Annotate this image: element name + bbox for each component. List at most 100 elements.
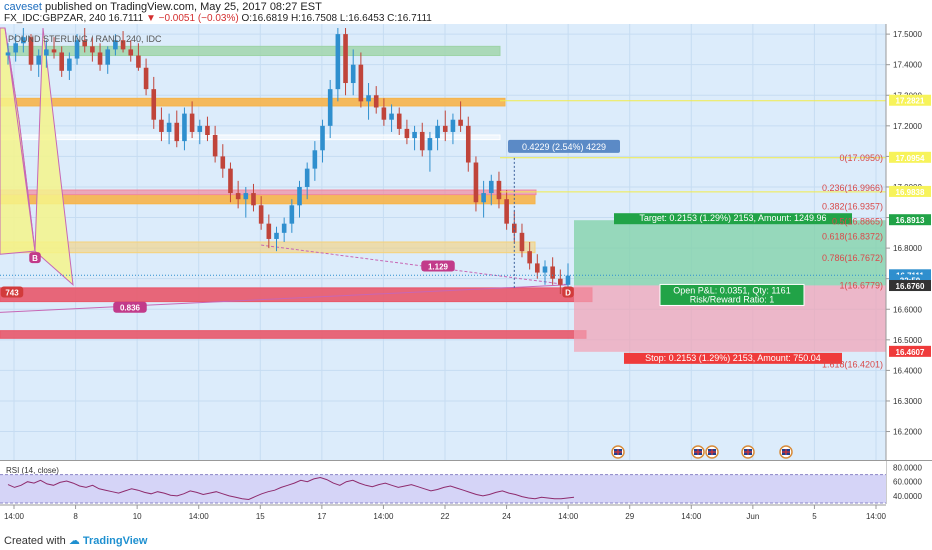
demand-zone-red-lower (0, 330, 587, 339)
candle-body (174, 122, 180, 142)
chart-header: caveset published on TradingView.com, Ma… (0, 0, 932, 24)
fib-level-label: 0.618(16.8372) (822, 232, 883, 242)
candle-body (36, 55, 41, 65)
price-tag (889, 151, 931, 163)
candle-body (120, 40, 126, 50)
candle-body (381, 107, 387, 120)
target-zone (574, 220, 886, 286)
price-tick-label: 16.8000 (893, 244, 922, 253)
fib-level-label: 0.786(16.7672) (822, 253, 883, 263)
candle-body (205, 125, 210, 135)
candle-body (74, 40, 80, 59)
price-tick-label: 17.5000 (893, 30, 922, 39)
tradingview-logo-icon: ☁ (68, 535, 80, 547)
time-tick-label: 24 (502, 512, 511, 521)
tradingview-brand[interactable]: TradingView (82, 535, 148, 547)
pattern-label-box (562, 286, 574, 298)
candle-body (481, 193, 486, 203)
candle-body (289, 205, 295, 224)
candle-body (320, 125, 325, 151)
candle-body (565, 275, 571, 285)
stop-label-box (624, 352, 842, 364)
time-axis-ticks: 14:00 8 10 14:00 15 17 14:00 22 24 14:00 29 14:00 Ju… (4, 505, 887, 521)
time-tick-label: 14:00 (558, 512, 579, 521)
candle-body (13, 43, 18, 53)
uk-flag-icon (779, 445, 793, 459)
candle-body (281, 223, 287, 233)
price-tick-label: 16.6000 (893, 305, 922, 314)
candle-body (182, 113, 187, 142)
pattern-triangle-bcd (34, 27, 74, 287)
price-tick-label: 16.2000 (893, 428, 922, 437)
candle-body (197, 125, 203, 132)
target-label: Target: 0.2153 (1.29%) 2153, Amount: 124… (639, 213, 826, 223)
high-value: H:16.7508 (290, 13, 338, 24)
candle-body (312, 150, 318, 169)
pattern-label: 1.129 (428, 262, 449, 271)
candle-body (366, 95, 371, 102)
time-tick-label: 14:00 (373, 512, 394, 521)
time-tick-label: 10 (133, 512, 142, 521)
candle-body (343, 34, 348, 84)
price-tag (889, 94, 931, 106)
candle-body (228, 168, 233, 194)
candle-body (504, 199, 509, 224)
rsi-tick-label: 40.0000 (893, 492, 922, 501)
pattern-label: D (565, 288, 571, 297)
time-tick-label: 15 (256, 512, 265, 521)
candle-body (465, 125, 471, 163)
rsi-tick-label: 60.0000 (893, 478, 922, 487)
price-tag (889, 345, 931, 357)
author-name[interactable]: caveset (4, 1, 42, 13)
candle-body (427, 138, 433, 151)
measure-label: 0.4229 (2.54%) 4229 (522, 142, 606, 152)
candle-body (21, 37, 26, 44)
uk-flag-icon (741, 445, 755, 459)
resistance-zone-orange (0, 97, 506, 107)
time-tick-label: 8 (73, 512, 78, 521)
price-tag-label: 16.4607 (896, 348, 925, 357)
fib-level-label: 0.236(16.9966) (822, 183, 883, 193)
fib-level-label: 0.382(16.9357) (822, 202, 883, 212)
pattern-triangle-xab (4, 27, 36, 252)
drawing-overlays: 0.4229 (2.54%) 4229 Target: 0.2153 (1.29%… (0, 100, 886, 459)
price-tag (889, 185, 931, 197)
price-tick-label: 17.2000 (893, 122, 922, 131)
price-tick-label: 17.4000 (893, 61, 922, 70)
candle-body (373, 95, 379, 108)
candle-body (488, 180, 494, 194)
candle-body (458, 119, 463, 126)
fib-level-label: 0.5(16.8865) (832, 217, 883, 227)
last-price: 16.7111 (108, 13, 144, 24)
candle-body (496, 180, 502, 200)
candle-body (527, 251, 532, 264)
rsi-tick-label: 80.0000 (893, 464, 922, 473)
low-value: L:16.6453 (339, 13, 385, 24)
candle-body (251, 193, 256, 206)
price-tag-label: 16.9838 (896, 188, 925, 197)
fib-level-label: 1(16.6779) (839, 280, 883, 290)
candle-body (435, 125, 440, 139)
symbol-label[interactable]: FX_IDC:GBPZAR, 240 (4, 13, 106, 24)
uk-flag-icon (691, 445, 705, 459)
pattern-label-box (421, 260, 455, 272)
candle-body (166, 122, 172, 132)
time-tick-label: 29 (625, 512, 634, 521)
position-rr-label: Risk/Reward Ratio: 1 (690, 294, 775, 304)
pink-band (0, 189, 537, 196)
pattern-label: 0.836 (120, 304, 141, 313)
candle-body (473, 162, 479, 203)
rsi-line (7, 476, 575, 501)
time-tick-label: 17 (317, 512, 326, 521)
pattern-line-xd (0, 284, 569, 313)
candle-body (151, 89, 157, 120)
uk-flag-icon (611, 445, 625, 459)
time-axis[interactable] (0, 505, 932, 532)
candle-body (419, 131, 425, 151)
candle-body (90, 46, 95, 53)
candle-body (558, 278, 563, 285)
fib-levels: 0(17.0950) 0.236(16.9966) 0.382(16.9357) 0.… (822, 153, 883, 369)
price-tick-label: 16.5000 (893, 336, 922, 345)
pattern-label-box (29, 252, 41, 264)
chart-area[interactable]: 0.4229 (2.54%) 4229 Target: 0.2153 (1.29%… (0, 24, 932, 532)
